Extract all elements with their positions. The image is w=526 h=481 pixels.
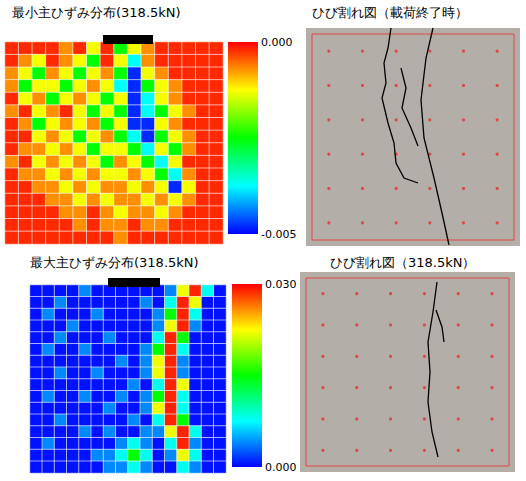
svg-text:0.030: 0.030 bbox=[265, 278, 297, 291]
svg-text:ひび割れ図（載荷終了時）: ひび割れ図（載荷終了時） bbox=[312, 5, 468, 20]
svg-text:ひび割れ図（318.5kN）: ひび割れ図（318.5kN） bbox=[330, 255, 475, 270]
svg-text:最小主ひずみ分布(318.5kN): 最小主ひずみ分布(318.5kN) bbox=[12, 5, 181, 20]
svg-text:0.000: 0.000 bbox=[265, 461, 297, 474]
svg-text:-0.005: -0.005 bbox=[261, 228, 296, 241]
svg-text:最大主ひずみ分布(318.5kN): 最大主ひずみ分布(318.5kN) bbox=[30, 255, 199, 270]
svg-text:0.000: 0.000 bbox=[261, 36, 293, 49]
